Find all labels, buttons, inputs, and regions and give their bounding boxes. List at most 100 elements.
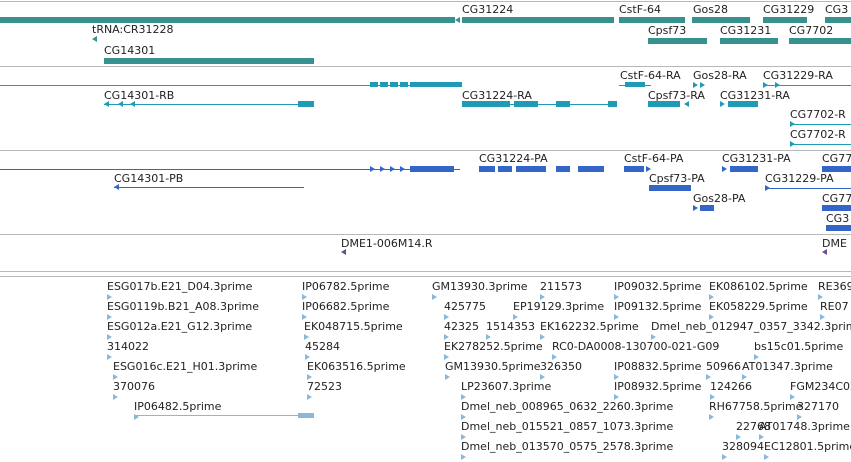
cds-long-line[interactable] — [0, 169, 460, 170]
cds-Cpsf73-PA-exon[interactable] — [649, 185, 691, 191]
gene-CG31224-bar[interactable] — [462, 17, 614, 23]
est-feature-30-label: 50966 — [706, 360, 741, 373]
cds-CG31224-PA-exon3[interactable] — [516, 166, 546, 172]
est-feature-12-arrow — [709, 314, 714, 320]
est-feature-47-label: EC12801.5prime — [764, 440, 851, 453]
transcript-long-line[interactable] — [0, 85, 460, 86]
cds-CG31229-PA-line[interactable] — [765, 188, 851, 189]
transcript-CG31231-RA-label: CG31231-RA — [720, 89, 790, 102]
est-feature-39-arrow — [461, 414, 466, 420]
est-feature-9-arrow — [444, 314, 449, 320]
transcript-Cpsf73-RA-label: Cpsf73-RA — [648, 89, 705, 102]
cds-CG3-exon[interactable] — [826, 225, 851, 231]
transcript-CG31224-RA-line[interactable] — [462, 104, 617, 105]
gene-CG31231-label: CG31231 — [720, 24, 772, 37]
transcript-Cpsf73-RA-exon[interactable] — [648, 101, 680, 107]
transcript-CG31229-RA-line[interactable] — [763, 85, 851, 86]
gene-CG31229-bar[interactable] — [763, 17, 807, 23]
cds-CG31224-PA-exon1[interactable] — [479, 166, 495, 172]
est-feature-19-label: Dmel_neb_012947_0357_3342.3prime — [651, 320, 851, 333]
transcript-CstF-64-RA-label: CstF-64-RA — [620, 69, 681, 82]
transcript-CG31224-RA-exon4[interactable] — [608, 101, 617, 107]
pcr-DME1-006M14.R-arrow — [341, 249, 346, 255]
transcript-CG14301-RB-arrow3 — [130, 101, 135, 107]
cds-CG31224-PA-exon4[interactable] — [556, 166, 570, 172]
transcript-Gos28-RA-label: Gos28-RA — [693, 69, 747, 82]
cds-CG77-exon[interactable] — [822, 166, 851, 172]
est-feature-15-arrow — [304, 334, 309, 340]
est-feature-25-label: ESG016c.E21_H01.3prime — [113, 360, 258, 373]
est-feature-26-label: EK063516.5prime — [307, 360, 406, 373]
est-feature-2-arrow — [432, 294, 437, 300]
est-feature-3-arrow — [540, 294, 545, 300]
transcript-CG31224-RA-exon2[interactable] — [514, 101, 538, 107]
gene-CG14301-bar[interactable] — [104, 58, 314, 64]
est-feature-0-label: ESG017b.E21_D04.3prime — [107, 280, 253, 293]
gene-long-CG31224-left[interactable] — [0, 17, 455, 23]
est-feature-32-arrow — [113, 394, 118, 400]
transcript-Cpsf73-RA-arrow — [684, 101, 689, 107]
est-feature-0-arrow — [107, 294, 112, 300]
separator-transcripts — [0, 150, 851, 151]
transcript-CG7702-R-2-line[interactable] — [790, 144, 851, 145]
pcr-DME-arrow — [822, 249, 827, 255]
cds-CG31231-PA-exon[interactable] — [730, 166, 758, 172]
est-feature-9-label: 425775 — [444, 300, 486, 313]
transcript-CG14301-RB-exon[interactable] — [298, 101, 314, 107]
transcript-CG31231-RA-exon[interactable] — [728, 101, 758, 107]
est-feature-4-arrow — [614, 294, 619, 300]
est-feature-25-arrow — [113, 374, 118, 380]
cds-CG14301-PB-arrow — [114, 184, 119, 190]
cds-long-exon[interactable] — [410, 166, 454, 172]
cds-CG31224-PA-exon5[interactable] — [578, 166, 604, 172]
transcript-CG7702-R-1-line[interactable] — [790, 124, 851, 125]
est-feature-37-label: FGM234C02.5p — [790, 380, 851, 393]
cds-Gos28-PA-exon[interactable] — [700, 205, 714, 211]
transcript-exon-0[interactable] — [370, 82, 378, 87]
transcript-exon-block[interactable] — [412, 82, 460, 87]
transcript-CG14301-RB-arrow1 — [104, 101, 109, 107]
transcript-CstF-64-RA-exon[interactable] — [625, 82, 645, 87]
gene-CstF-64-bar[interactable] — [619, 17, 685, 23]
est-feature-46-label: 328094 — [722, 440, 764, 453]
transcript-CG14301-RB-line[interactable] — [104, 104, 314, 105]
cds-long-arrow-0 — [370, 166, 375, 172]
cds-CG3-label: CG3 — [826, 212, 850, 225]
transcript-CG14301-RB-arrow2 — [118, 101, 123, 107]
transcript-exon-1[interactable] — [380, 82, 388, 87]
est-feature-27-arrow — [445, 374, 450, 380]
est-feature-35-label: IP08932.5prime — [614, 380, 702, 393]
gene-CG7702-bar[interactable] — [789, 38, 851, 44]
gene-tRNA-arrow — [92, 36, 97, 42]
est-feature-1-arrow — [302, 294, 307, 300]
transcript-Gos28-RA-arrow2 — [700, 82, 705, 88]
cds-CG31224-PA-exon2[interactable] — [498, 166, 512, 172]
est-IP06482-exon[interactable] — [298, 413, 314, 418]
separator-pcr-2 — [0, 276, 851, 277]
est-feature-35-arrow — [614, 394, 619, 400]
est-feature-43-arrow — [736, 434, 741, 440]
est-feature-15-label: EK048715.5prime — [304, 320, 403, 333]
est-feature-17-label: 1514353 — [486, 320, 535, 333]
cds-CstF-64-PA-label: CstF-64-PA — [624, 152, 684, 165]
est-feature-10-arrow — [513, 314, 518, 320]
transcript-exon-3[interactable] — [400, 82, 408, 87]
cds-CstF-64-PA-exon[interactable] — [624, 166, 644, 172]
est-feature-4-label: IP09032.5prime — [614, 280, 702, 293]
est-feature-10-label: EP19129.3prime — [513, 300, 605, 313]
est-IP06482-line[interactable] — [134, 415, 304, 416]
gene-Cpsf73-bar[interactable] — [648, 38, 707, 44]
est-feature-34-arrow — [461, 394, 466, 400]
est-feature-8-label: IP06682.5prime — [302, 300, 390, 313]
gene-CG31224-label: CG31224 — [462, 3, 514, 16]
gene-CG3-bar[interactable] — [825, 17, 851, 23]
separator-pcr-1 — [0, 271, 851, 272]
transcript-exon-2[interactable] — [390, 82, 398, 87]
gene-CG31231-bar[interactable] — [720, 38, 778, 44]
transcript-CG31224-RA-exon3[interactable] — [556, 101, 570, 107]
transcript-CG31224-RA-exon1[interactable] — [462, 101, 510, 107]
cds-CG14301-PB-line[interactable] — [114, 187, 304, 188]
gene-Gos28-bar[interactable] — [692, 17, 750, 23]
cds-CG77-2-exon[interactable] — [822, 205, 851, 211]
